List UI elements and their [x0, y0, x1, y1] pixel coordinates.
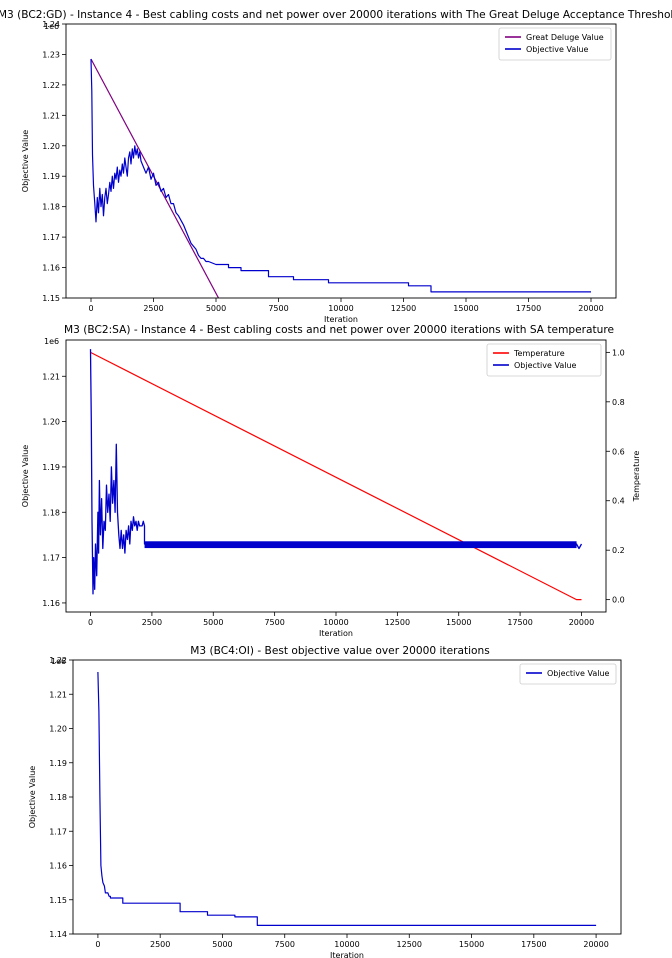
y-tick-label: 1.22 — [49, 656, 67, 665]
y-axis-label: Objective Value — [28, 766, 37, 829]
x-tick-label: 10000 — [334, 940, 359, 949]
y-tick-label: 1.18 — [42, 203, 60, 212]
x-tick-label: 15000 — [453, 304, 478, 313]
legend-label-1: Great Deluge Value — [526, 33, 604, 42]
x-tick-label: 10000 — [323, 618, 348, 627]
legend-label-2: Objective Value — [514, 361, 577, 370]
series-lines — [89, 349, 583, 601]
plot-frame — [65, 23, 617, 299]
y-tick-label: 1.19 — [42, 172, 60, 181]
y-tick-label: 1.21 — [42, 372, 60, 381]
chart-1: M3 (BC2:GD) - Instance 4 - Best cabling … — [0, 9, 672, 324]
y-tick-label: 1.18 — [42, 508, 60, 517]
legend-box — [519, 663, 617, 685]
chart-title: M3 (BC2:GD) - Instance 4 - Best cabling … — [0, 9, 672, 21]
y-tick-label: 1.16 — [49, 862, 67, 871]
y-tick-label: 1.16 — [42, 264, 60, 273]
legend-box — [486, 343, 602, 377]
y-offset-label: 1e6 — [44, 337, 59, 346]
plot-frame — [72, 659, 622, 935]
y-right-tick-label: 0.0 — [612, 596, 625, 605]
legend-box — [498, 27, 612, 61]
chart-2: M3 (BC2:SA) - Instance 4 - Best cabling … — [21, 324, 641, 638]
y-tick-label: 1.17 — [42, 233, 60, 242]
y-right-tick-label: 0.6 — [612, 447, 625, 456]
y-right-tick-label: 0.2 — [612, 546, 625, 555]
y-tick-label: 1.24 — [42, 20, 60, 29]
x-tick-label: 5000 — [203, 618, 223, 627]
x-tick-label: 7500 — [268, 304, 288, 313]
x-tick-label: 7500 — [275, 940, 295, 949]
x-tick-label: 2500 — [142, 618, 162, 627]
y-tick-label: 1.19 — [42, 463, 60, 472]
legend: Objective Value — [519, 663, 617, 685]
x-tick-label: 20000 — [569, 618, 594, 627]
x-tick-label: 17500 — [507, 618, 532, 627]
y-tick-label: 1.16 — [42, 599, 60, 608]
y-tick-label: 1.22 — [42, 81, 60, 90]
x-tick-label: 0 — [88, 304, 93, 313]
y-tick-label: 1.20 — [42, 418, 60, 427]
y-tick-label: 1.15 — [49, 896, 67, 905]
y-tick-label: 1.18 — [49, 793, 67, 802]
series-line-1 — [97, 671, 597, 927]
x-tick-label: 0 — [88, 618, 93, 627]
y-tick-label: 1.14 — [49, 930, 67, 939]
x-tick-label: 10000 — [328, 304, 353, 313]
x-axis-label: Iteration — [324, 315, 358, 324]
y-tick-label: 1.19 — [49, 759, 67, 768]
series-line-2 — [90, 58, 591, 293]
x-axis-label: Iteration — [319, 629, 353, 638]
y-tick-label: 1.20 — [49, 725, 67, 734]
x-tick-label: 5000 — [212, 940, 232, 949]
y-tick-label: 1.17 — [49, 827, 67, 836]
x-tick-label: 12500 — [397, 940, 422, 949]
y-axis-label: Objective Value — [21, 130, 30, 193]
x-tick-label: 7500 — [264, 618, 284, 627]
x-axis-label: Iteration — [330, 951, 364, 958]
x-tick-label: 20000 — [583, 940, 608, 949]
legend: Great Deluge Value Objective Value — [498, 27, 612, 61]
x-tick-label: 17500 — [521, 940, 546, 949]
series-line-1 — [90, 351, 582, 601]
x-tick-label: 2500 — [143, 304, 163, 313]
y-tick-label: 1.20 — [42, 142, 60, 151]
legend-label-2: Objective Value — [526, 45, 589, 54]
y-tick-label: 1.21 — [49, 690, 67, 699]
legend-label-1: Objective Value — [547, 669, 610, 678]
y-offset-label: 1e6 — [44, 22, 59, 31]
series-lines — [97, 671, 597, 927]
series-line-2 — [89, 349, 583, 595]
y-right-tick-label: 1.0 — [612, 348, 625, 357]
chart-3: M3 (BC4:OI) - Best objective value over … — [28, 645, 622, 958]
y-tick-label: 1.15 — [42, 294, 60, 303]
x-tick-label: 12500 — [391, 304, 416, 313]
x-tick-label: 2500 — [150, 940, 170, 949]
y-axis-label: Objective Value — [21, 445, 30, 508]
y-offset-label: 1e6 — [51, 657, 66, 666]
series-lines — [90, 58, 591, 298]
y-tick-label: 1.23 — [42, 50, 60, 59]
legend-label-1: Temperature — [513, 349, 565, 358]
x-tick-label: 0 — [95, 940, 100, 949]
x-tick-label: 5000 — [206, 304, 226, 313]
x-tick-label: 12500 — [385, 618, 410, 627]
y-tick-label: 1.21 — [42, 111, 60, 120]
y-right-tick-label: 0.4 — [612, 497, 625, 506]
y-tick-label: 1.17 — [42, 554, 60, 563]
chart-title: M3 (BC4:OI) - Best objective value over … — [190, 645, 490, 657]
x-tick-label: 17500 — [516, 304, 541, 313]
legend: Temperature Objective Value — [486, 343, 602, 377]
x-tick-label: 20000 — [578, 304, 603, 313]
chart-title: M3 (BC2:SA) - Instance 4 - Best cabling … — [64, 324, 614, 336]
y-right-tick-label: 0.8 — [612, 398, 625, 407]
x-tick-label: 15000 — [459, 940, 484, 949]
x-tick-label: 15000 — [446, 618, 471, 627]
y-right-axis-label: Temperature — [632, 451, 641, 503]
series-band — [144, 541, 577, 549]
